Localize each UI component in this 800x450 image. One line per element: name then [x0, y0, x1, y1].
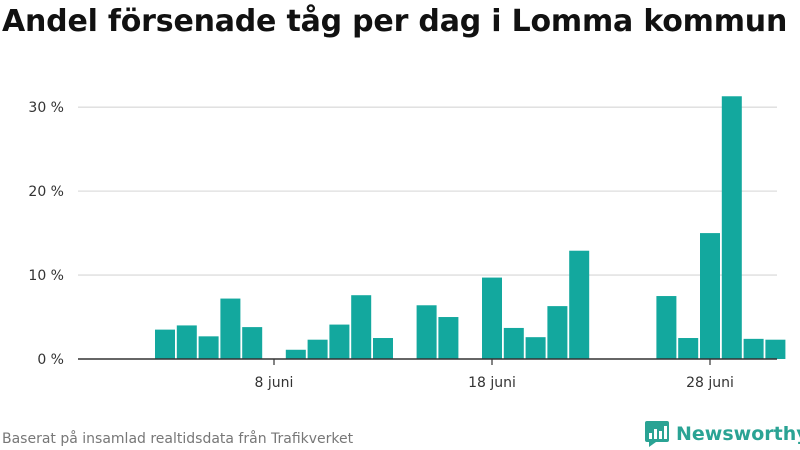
bar [438, 317, 459, 359]
bar [242, 327, 263, 359]
bar [656, 296, 677, 359]
gridlines [78, 106, 777, 276]
bar [525, 337, 546, 359]
brand-name: Newsworthy [676, 423, 800, 445]
newsworthy-icon [645, 421, 669, 447]
bar [351, 295, 372, 359]
y-tick-label: 30 % [28, 100, 64, 116]
bar [700, 233, 720, 359]
y-tick-label: 20 % [28, 184, 64, 200]
bar [198, 336, 219, 359]
bar [721, 96, 742, 359]
bar [416, 305, 437, 359]
x-tick-label: 18 juni [468, 375, 516, 391]
bars [155, 96, 786, 359]
source-note: Baserat på insamlad realtidsdata från Tr… [2, 431, 354, 447]
bar [220, 298, 241, 359]
y-tick-label: 10 % [28, 268, 64, 284]
bar [285, 349, 306, 359]
bar [373, 338, 393, 359]
bar [176, 325, 197, 359]
newsworthy-logo: Newsworthy [644, 420, 800, 448]
bar [569, 250, 590, 359]
bar [155, 329, 175, 359]
bar [678, 338, 699, 359]
chart-title: Andel försenade tåg per dag i Lomma komm… [2, 4, 788, 39]
bar [307, 339, 328, 359]
x-tick-label: 8 juni [255, 375, 294, 391]
bar [547, 306, 568, 359]
bar [329, 324, 350, 359]
axes: 0 % 10 % 20 % 30 % 8 juni 18 juni 28 juni [28, 100, 777, 391]
bar [743, 338, 764, 359]
bar [765, 339, 786, 359]
bar [482, 277, 502, 359]
x-tick-label: 28 juni [686, 375, 734, 391]
y-tick-label: 0 % [37, 352, 64, 368]
bar [503, 327, 524, 359]
